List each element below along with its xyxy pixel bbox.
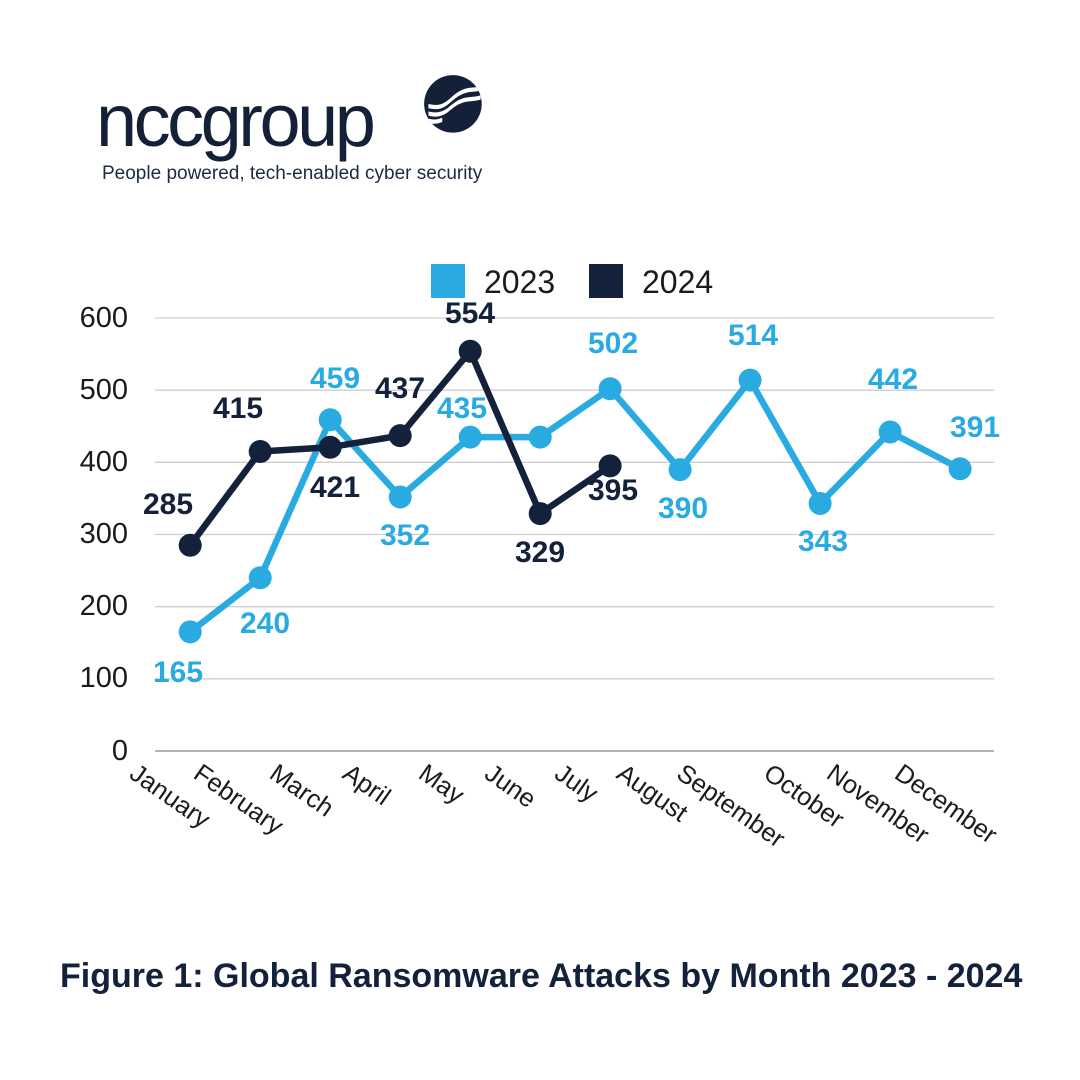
svg-text:300: 300 — [80, 518, 128, 550]
svg-text:415: 415 — [213, 392, 263, 425]
svg-text:285: 285 — [143, 488, 193, 521]
svg-text:240: 240 — [240, 607, 290, 640]
svg-text:435: 435 — [437, 392, 487, 425]
svg-text:200: 200 — [80, 590, 128, 622]
svg-text:May: May — [414, 759, 470, 810]
svg-text:459: 459 — [310, 362, 360, 395]
svg-text:390: 390 — [658, 492, 708, 525]
svg-text:352: 352 — [380, 519, 430, 552]
svg-text:July: July — [550, 759, 603, 808]
svg-text:0: 0 — [112, 735, 128, 767]
svg-text:100: 100 — [80, 662, 128, 694]
svg-text:500: 500 — [80, 374, 128, 406]
svg-text:343: 343 — [798, 525, 848, 558]
svg-text:502: 502 — [588, 327, 638, 360]
svg-text:400: 400 — [80, 446, 128, 478]
svg-text:April: April — [338, 759, 396, 811]
svg-text:554: 554 — [445, 297, 495, 330]
svg-text:165: 165 — [153, 656, 203, 689]
svg-text:395: 395 — [588, 474, 638, 507]
svg-text:June: June — [480, 759, 541, 814]
svg-text:329: 329 — [515, 536, 565, 569]
svg-text:442: 442 — [868, 363, 918, 396]
svg-text:437: 437 — [375, 372, 425, 405]
svg-text:600: 600 — [80, 302, 128, 334]
svg-text:391: 391 — [950, 411, 1000, 444]
svg-text:514: 514 — [728, 319, 778, 352]
svg-text:421: 421 — [310, 471, 360, 504]
